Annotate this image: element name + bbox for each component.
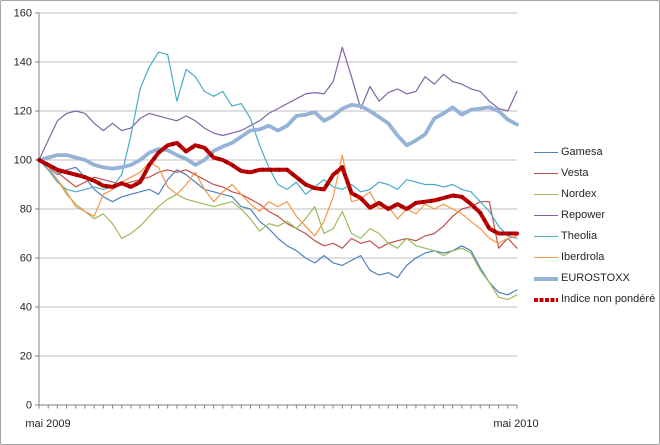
legend-label: Theolia [561,230,598,242]
legend-item-indice-non-pond-r-: Indice non pondéré [534,289,659,310]
legend-swatch-icon [534,297,558,302]
series-line-vesta [38,159,518,249]
legend-label: Iberdrola [561,251,605,263]
y-axis-label-140: 140 [14,57,32,69]
y-axis-label-100: 100 [14,155,32,167]
series-line-theolia [38,51,518,239]
legend-item-iberdrola: Iberdrola [534,247,659,268]
series-line-eurostoxx [37,103,519,171]
legend-swatch-icon [534,235,558,238]
legend-label: EUROSTOXX [561,272,630,284]
x-axis-label-end: mai 2010 [493,418,538,430]
y-axis-label-60: 60 [20,253,32,265]
legend-item-theolia: Theolia [534,226,659,247]
y-axis-label-160: 160 [14,8,32,20]
legend-item-nordex: Nordex [534,184,659,205]
legend-label: Gamesa [561,146,603,158]
legend-label: Indice non pondéré [561,293,656,305]
legend-item-repower: Repower [534,205,659,226]
legend-item-vesta: Vesta [534,163,659,184]
series-line-repower [38,46,518,161]
series-line-nordex [38,159,518,301]
legend-swatch-icon [534,193,558,196]
gridlines [39,12,517,357]
axes [35,12,518,409]
x-axis-label-start: mai 2009 [25,418,70,430]
chart-legend: Gamesa Vesta Nordex Repower Theolia Iberdrola… [534,142,659,310]
legend-swatch-icon [534,256,558,259]
legend-label: Repower [561,209,606,221]
legend-label: Nordex [561,188,597,200]
series-line-indice-non-pond-r- [37,140,519,236]
y-axis-label-0: 0 [26,400,32,412]
y-axis-label-40: 40 [20,302,32,314]
y-axis-label-120: 120 [14,106,32,118]
legend-swatch-icon [534,172,558,175]
legend-item-gamesa: Gamesa [534,142,659,163]
legend-swatch-icon [534,276,558,281]
y-axis-labels: 0 20 40 60 80 100 120 140 160 [14,8,32,412]
y-axis-label-20: 20 [20,351,32,363]
y-axis-label-80: 80 [20,204,32,216]
legend-swatch-icon [534,151,558,154]
legend-swatch-icon [534,214,558,217]
legend-item-eurostoxx: EUROSTOXX [534,268,659,289]
series-lines [37,46,519,301]
series-line-gamesa [38,159,518,296]
legend-label: Vesta [561,167,589,179]
